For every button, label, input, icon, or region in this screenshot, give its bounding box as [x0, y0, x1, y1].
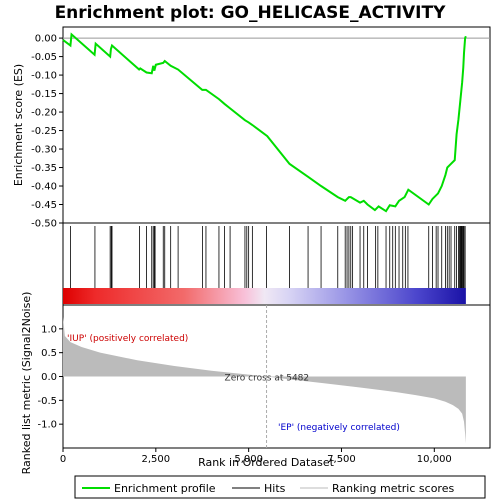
ranking-y-tick-label: -1.0 [37, 420, 57, 431]
hit-lines [70, 226, 466, 288]
ranking-y-tick-label: 1.0 [41, 324, 57, 335]
es-y-label: Enrichment score (ES) [12, 64, 25, 186]
es-y-tick-label: -0.20 [31, 108, 57, 119]
ranking-y-tick-label: 0.5 [41, 348, 57, 359]
ranking-y-label: Ranked list metric (Signal2Noise) [20, 292, 33, 475]
legend: Enrichment profile Hits Ranking metric s… [74, 475, 486, 499]
ranking-x-tick-label: 5,000 [234, 454, 263, 465]
ranking-x-label: Rank in Ordered Dataset [198, 456, 335, 469]
es-y-tick-label: 0.00 [35, 34, 57, 45]
es-y-ticks: 0.00 -0.05 -0.10 -0.15 -0.20 -0.25 -0.30 -0.35 -… [31, 34, 63, 230]
es-y-tick-label: -0.35 [31, 163, 57, 174]
es-y-tick-label: -0.45 [31, 200, 57, 211]
positive-label: 'IUP' (positively correlated) [67, 334, 188, 344]
es-y-tick-label: -0.10 [31, 71, 57, 82]
ranking-x-tick-label: 0 [60, 454, 66, 465]
legend-hits-label: Hits [264, 482, 286, 495]
chart-title: Enrichment plot: GO_HELICASE_ACTIVITY [55, 3, 447, 23]
ranking-x-tick-label: 7,500 [327, 454, 356, 465]
es-panel: 0.00 -0.05 -0.10 -0.15 -0.20 -0.25 -0.30 -0.35 -… [12, 26, 491, 230]
enrichment-profile-line [62, 32, 467, 213]
ranking-metric-area [63, 316, 466, 444]
es-y-tick-label: -0.30 [31, 145, 57, 156]
ranking-x-ticks: 0 2,500 5,000 7,500 10,000 [60, 448, 452, 465]
es-frame [62, 26, 491, 224]
es-y-tick-label: -0.05 [31, 52, 57, 63]
rank-color-bar [63, 288, 466, 304]
ranking-y-ticks: 1.0 0.5 0.0 -0.5 -1.0 [37, 324, 63, 431]
es-y-tick-label: -0.40 [31, 182, 57, 193]
ranking-panel: 1.0 0.5 0.0 -0.5 -1.0 0 2,500 5,000 7,500 10,000… [20, 292, 491, 475]
es-y-tick-label: -0.25 [31, 126, 57, 137]
es-y-tick-label: -0.15 [31, 89, 57, 100]
legend-box [74, 475, 486, 499]
legend-profile-label: Enrichment profile [114, 482, 216, 495]
ranking-y-tick-label: -0.5 [37, 396, 57, 407]
ranking-x-tick-label: 2,500 [142, 454, 171, 465]
ranking-y-tick-label: 0.0 [41, 372, 57, 383]
legend-ranking-label: Ranking metric scores [332, 482, 454, 495]
es-y-tick-label: -0.50 [31, 219, 57, 230]
ranking-x-tick-label: 10,000 [417, 454, 452, 465]
hits-panel [62, 222, 491, 306]
negative-label: 'EP' (negatively correlated) [278, 423, 400, 433]
zero-cross-label: Zero cross at 5482 [225, 374, 310, 384]
